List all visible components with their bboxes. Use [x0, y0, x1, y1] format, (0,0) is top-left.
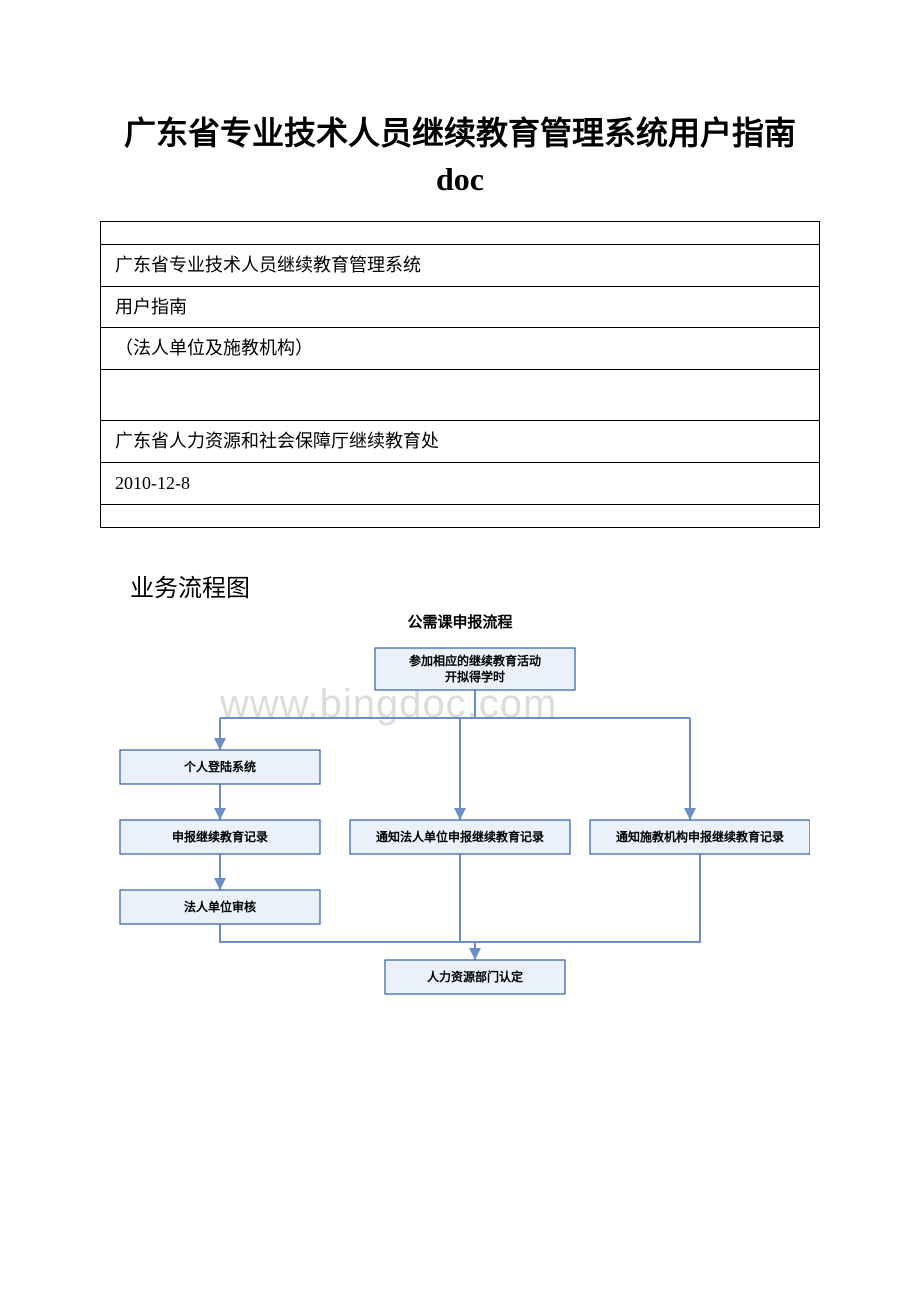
table-row-empty [101, 370, 820, 421]
table-row: （法人单位及施教机构） [101, 328, 820, 370]
table-row-empty [101, 221, 820, 244]
svg-text:开拟得学时: 开拟得学时 [445, 669, 505, 684]
svg-text:法人单位审核: 法人单位审核 [184, 899, 256, 914]
flowchart-title: 公需课申报流程 [110, 611, 810, 632]
page-title: 广东省专业技术人员继续教育管理系统用户指南 doc [100, 110, 820, 203]
svg-text:个人登陆系统: 个人登陆系统 [183, 759, 256, 774]
info-table: 广东省专业技术人员继续教育管理系统 用户指南 （法人单位及施教机构） 广东省人力… [100, 221, 820, 528]
table-row: 用户指南 [101, 286, 820, 328]
svg-text:通知施教机构申报继续教育记录: 通知施教机构申报继续教育记录 [616, 829, 784, 844]
svg-text:参加相应的继续教育活动: 参加相应的继续教育活动 [409, 653, 541, 668]
table-row: 2010-12-8 [101, 462, 820, 504]
table-row-empty [101, 504, 820, 527]
table-row: 广东省人力资源和社会保障厅继续教育处 [101, 421, 820, 463]
svg-text:申报继续教育记录: 申报继续教育记录 [172, 829, 268, 844]
section-heading: 业务流程图 [130, 568, 820, 603]
svg-text:通知法人单位申报继续教育记录: 通知法人单位申报继续教育记录 [376, 829, 544, 844]
table-row: 广东省专业技术人员继续教育管理系统 [101, 244, 820, 286]
document-page: 广东省专业技术人员继续教育管理系统用户指南 doc 广东省专业技术人员继续教育管… [0, 0, 920, 1082]
flowchart-container: 公需课申报流程 参加相应的继续教育活动开拟得学时个人登陆系统申报继续教育记录 通知… [110, 611, 810, 1002]
svg-text:人力资源部门认定: 人力资源部门认定 [427, 969, 523, 984]
flowchart-svg: 参加相应的继续教育活动开拟得学时个人登陆系统申报继续教育记录 通知法人单位申报继续… [110, 642, 810, 1002]
